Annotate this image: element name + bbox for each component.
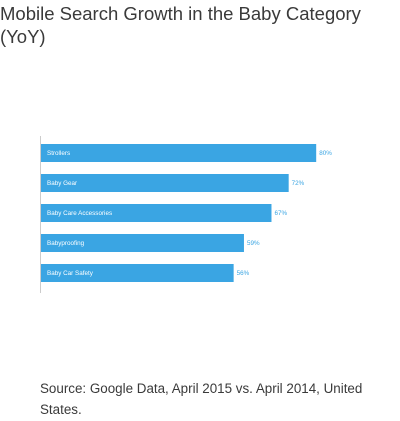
bar-4 [41,264,234,282]
bar-category-label-3: Babyproofing [47,240,85,247]
bar-category-label-1: Baby Gear [47,180,77,187]
bar-value-label-1: 72% [292,180,305,187]
source-note: Source: Google Data, April 2015 vs. Apri… [40,381,363,417]
page-title: Mobile Search Growth in the Baby Categor… [0,3,361,47]
bar-value-label-0: 80% [319,150,332,157]
bar-category-label-0: Strollers [47,150,70,157]
bar-value-label-3: 59% [247,240,260,247]
bar-3 [41,234,244,252]
bar-category-label-4: Baby Car Safety [47,270,94,277]
bar-0 [41,144,317,162]
bar-category-label-2: Baby Care Accessories [47,210,112,217]
bar-1 [41,174,289,192]
bar-group: Strollers 80% Baby Gear 72% Baby Care Access… [41,144,332,282]
bar-value-label-4: 56% [237,270,250,277]
bar-value-label-2: 67% [274,210,287,217]
bar-2 [41,204,272,222]
